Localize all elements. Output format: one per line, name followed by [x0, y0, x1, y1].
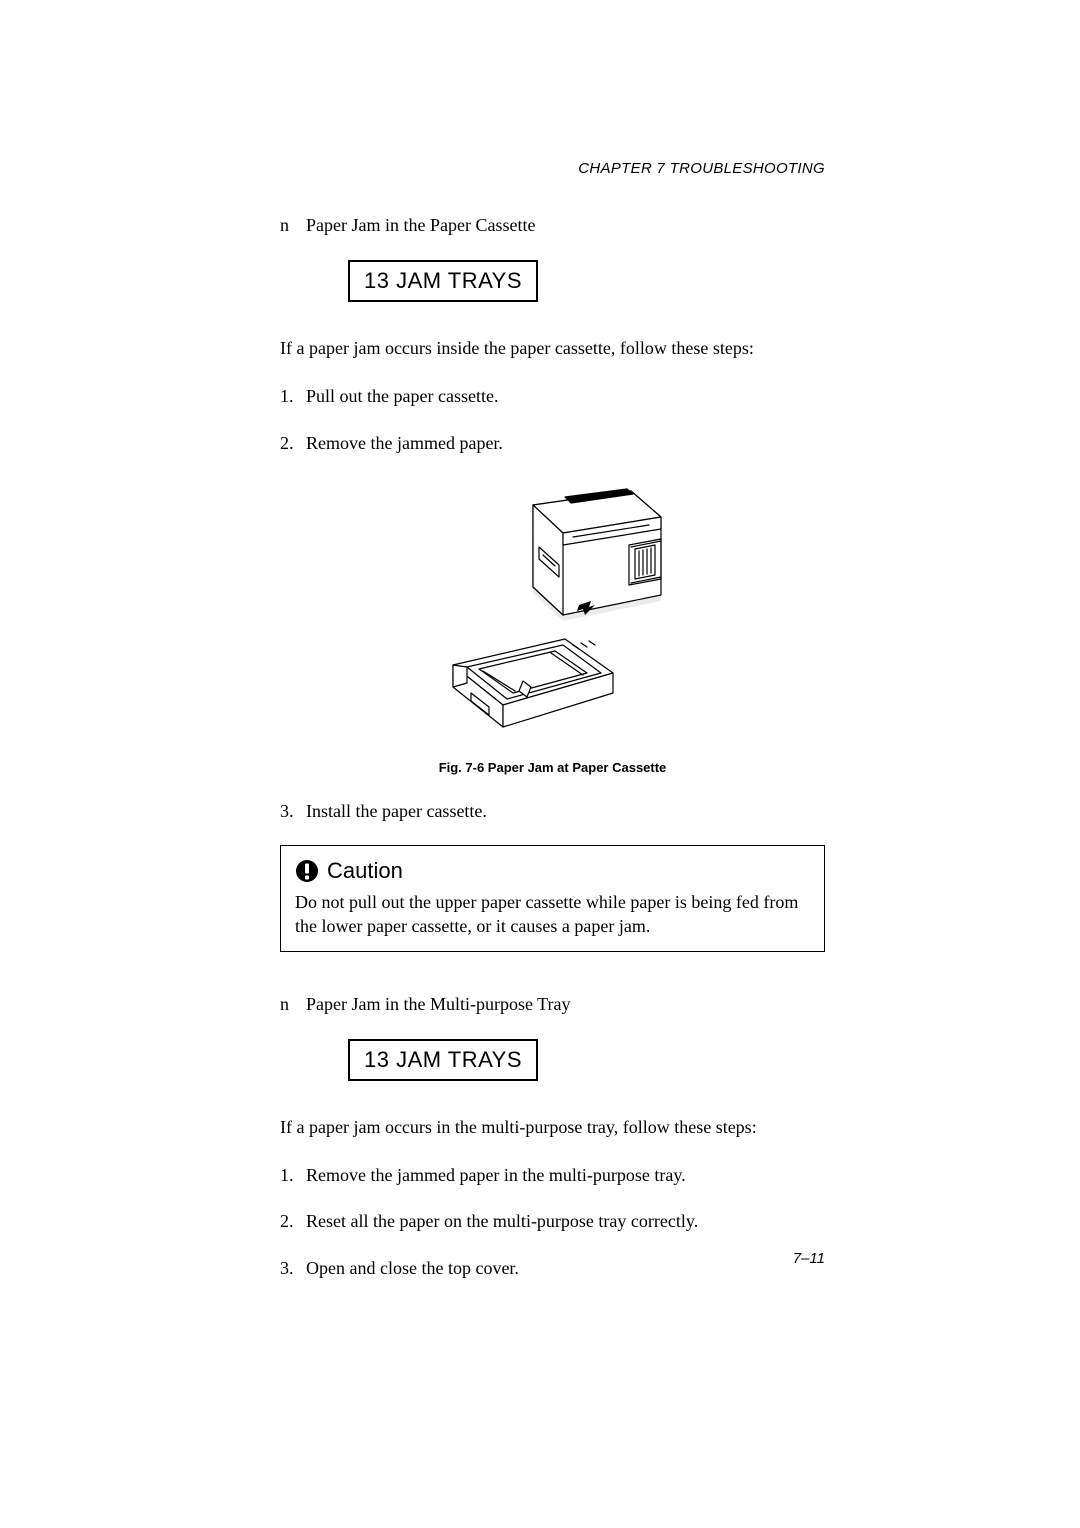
step-text: Reset all the paper on the multi-purpose…: [306, 1211, 698, 1231]
chapter-header: CHAPTER 7 TROUBLESHOOTING: [280, 160, 825, 177]
caution-box: Caution Do not pull out the upper paper …: [280, 845, 825, 952]
section2-heading-text: Paper Jam in the Multi-purpose Tray: [306, 994, 570, 1014]
section1-heading: nPaper Jam in the Paper Cassette: [280, 215, 825, 236]
step-number: 2.: [280, 1209, 306, 1233]
step-text: Remove the jammed paper.: [306, 433, 503, 453]
step-number: 2.: [280, 431, 306, 455]
page-number: 7–11: [793, 1250, 825, 1267]
section1-step: 1.Pull out the paper cassette.: [306, 384, 825, 408]
section1-heading-text: Paper Jam in the Paper Cassette: [306, 215, 535, 235]
figure-caption: Fig. 7-6 Paper Jam at Paper Cassette: [280, 760, 825, 775]
caution-title-row: Caution: [295, 858, 810, 884]
step-text: Remove the jammed paper in the multi-pur…: [306, 1165, 686, 1185]
step-number: 1.: [280, 384, 306, 408]
section1-step: 2.Remove the jammed paper.: [306, 431, 825, 455]
section1-step: 3.Install the paper cassette.: [306, 799, 825, 823]
section2-heading: nPaper Jam in the Multi-purpose Tray: [280, 994, 825, 1015]
step-number: 3.: [280, 1256, 306, 1280]
caution-icon: [295, 859, 319, 883]
step-number: 1.: [280, 1163, 306, 1187]
section1-bullet: n: [280, 215, 306, 236]
step-text: Install the paper cassette.: [306, 801, 487, 821]
section2-step: 1.Remove the jammed paper in the multi-p…: [306, 1163, 825, 1187]
caution-title-text: Caution: [327, 858, 403, 884]
section1-intro: If a paper jam occurs inside the paper c…: [280, 336, 825, 360]
step-text: Pull out the paper cassette.: [306, 386, 498, 406]
step-number: 3.: [280, 799, 306, 823]
display-box-2: 13 JAM TRAYS: [348, 1039, 538, 1081]
display-box-1: 13 JAM TRAYS: [348, 260, 538, 302]
caution-body: Do not pull out the upper paper cassette…: [295, 890, 810, 939]
section2-step: 2.Reset all the paper on the multi-purpo…: [306, 1209, 825, 1233]
step-text: Open and close the top cover.: [306, 1258, 519, 1278]
section2-bullet: n: [280, 994, 306, 1015]
figure-wrap: Fig. 7-6 Paper Jam at Paper Cassette: [280, 477, 825, 775]
page-content: CHAPTER 7 TROUBLESHOOTING nPaper Jam in …: [280, 160, 825, 1302]
printer-illustration: [423, 477, 683, 742]
section2-step: 3.Open and close the top cover.: [306, 1256, 825, 1280]
section2-intro: If a paper jam occurs in the multi-purpo…: [280, 1115, 825, 1139]
